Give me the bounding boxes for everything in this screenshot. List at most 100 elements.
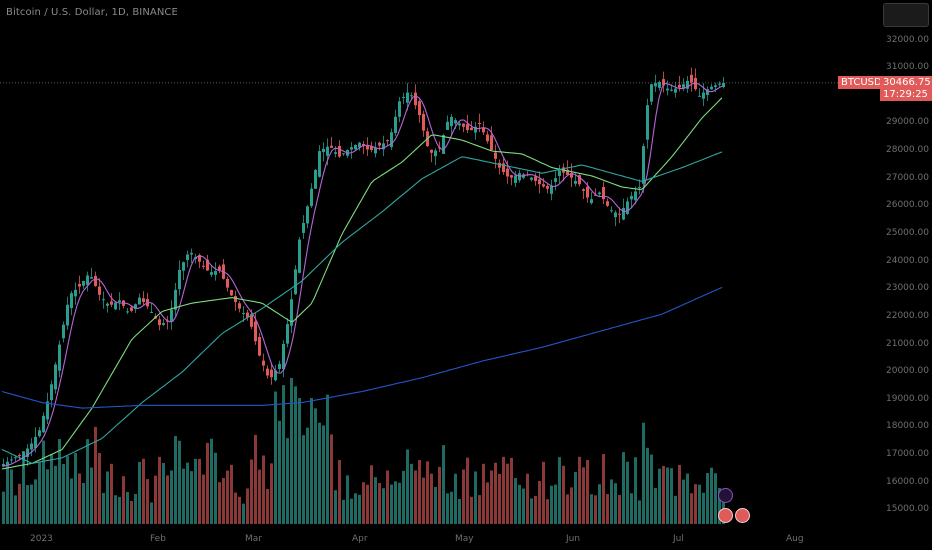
lightning-event-icon[interactable] <box>718 488 733 503</box>
candle-body <box>506 168 509 177</box>
volume-bar <box>254 434 257 524</box>
candle-body <box>54 364 57 390</box>
candle-body <box>102 299 105 301</box>
volume-bar <box>170 470 173 524</box>
volume-bar <box>250 459 253 524</box>
volume-bar <box>666 467 669 524</box>
volume-bar <box>130 500 133 524</box>
candle-body <box>302 222 305 233</box>
candle-body <box>46 401 49 420</box>
candle-body <box>698 95 701 97</box>
candle-body <box>162 322 165 325</box>
volume-bar <box>426 461 429 524</box>
volume-bar <box>50 453 53 524</box>
volume-bar <box>318 422 321 524</box>
volume-bar <box>138 461 141 524</box>
candle-body <box>570 172 573 178</box>
volume-bar <box>474 471 477 524</box>
symbol-header[interactable]: Bitcoin / U.S. Dollar, 1D, BINANCE <box>6 7 178 18</box>
volume-bar <box>226 470 229 524</box>
candle-body <box>170 309 173 322</box>
volume-bar <box>650 454 653 524</box>
volume-bar <box>346 475 349 524</box>
volume-bar <box>46 469 49 524</box>
volume-bar <box>414 470 417 524</box>
volume-bar <box>118 496 121 524</box>
candle-body <box>130 307 133 311</box>
volume-bar <box>154 475 157 524</box>
candle-body <box>362 144 365 147</box>
candle-body <box>554 178 557 182</box>
candle-body <box>646 105 649 140</box>
volume-bar <box>398 482 401 524</box>
volume-bar <box>310 398 313 524</box>
volume-bar <box>602 454 605 524</box>
volume-bar <box>578 456 581 524</box>
candle-body <box>382 143 385 150</box>
volume-bar <box>534 495 537 524</box>
candle-body <box>350 147 353 150</box>
candle-body <box>546 186 549 189</box>
us-flag-event-icon[interactable] <box>718 508 733 523</box>
volume-bar <box>390 484 393 524</box>
volume-bar <box>106 471 109 524</box>
volume-bar <box>542 461 545 524</box>
candle-body <box>354 145 357 150</box>
volume-bar <box>54 465 57 524</box>
volume-bar <box>2 491 5 524</box>
candle-body <box>422 113 425 131</box>
volume-bar <box>10 469 13 524</box>
candle-body <box>202 265 205 267</box>
volume-bar <box>638 500 641 524</box>
symbol-price-label: BTCUSD <box>838 76 882 89</box>
candle-body <box>650 84 653 102</box>
volume-bar <box>22 451 25 524</box>
toolbar-box[interactable] <box>883 3 929 27</box>
candle-body <box>218 266 221 270</box>
candle-body <box>618 213 621 215</box>
volume-bar <box>86 439 89 524</box>
candle-body <box>286 324 289 344</box>
volume-bar <box>706 473 709 524</box>
volume-bar <box>330 434 333 524</box>
volume-bar <box>234 492 237 524</box>
candle-body <box>322 148 325 153</box>
price-tick-label: 18000.00 <box>886 421 929 432</box>
volume-bar <box>190 471 193 524</box>
time-tick-label: Jun <box>566 534 581 544</box>
candle-body <box>274 370 277 381</box>
candle-body <box>30 443 33 450</box>
volume-bar <box>406 449 409 524</box>
candle-body <box>18 454 21 456</box>
volume-bar <box>246 488 249 524</box>
candle-body <box>606 201 609 206</box>
candle-body <box>62 324 65 339</box>
candle-body <box>670 89 673 91</box>
volume-bar <box>538 480 541 524</box>
candle-body <box>666 88 669 91</box>
volume-bar <box>294 386 297 524</box>
candle-body <box>234 295 237 302</box>
volume-bar <box>150 502 153 524</box>
candle-body <box>226 278 229 288</box>
candle-body <box>78 283 81 287</box>
volume-bar <box>466 457 469 524</box>
volume-bar <box>270 463 273 524</box>
candle-body <box>454 120 457 124</box>
volume-bar <box>422 477 425 524</box>
candle-body <box>34 436 37 449</box>
moving-average-line <box>1 97 723 470</box>
candle-body <box>638 187 641 189</box>
bar-countdown: 17:29:25 <box>880 89 932 101</box>
candle-body <box>678 84 681 88</box>
candle-body <box>402 96 405 98</box>
candle-body <box>230 289 233 296</box>
volume-bar <box>498 473 501 524</box>
candle-body <box>474 126 477 133</box>
candle-body <box>674 88 677 93</box>
volume-bar <box>618 494 621 524</box>
us-flag-event-icon-2[interactable] <box>735 508 750 523</box>
candle-body <box>210 272 213 275</box>
volume-bar <box>598 484 601 524</box>
